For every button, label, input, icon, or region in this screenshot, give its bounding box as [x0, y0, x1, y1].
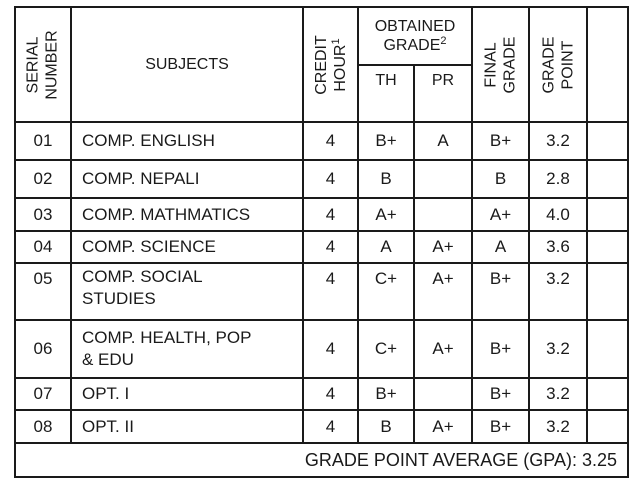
row-subject: COMP. SOCIAL STUDIES [82, 267, 203, 308]
row-th: B [380, 169, 392, 188]
row-final: B+ [489, 131, 512, 150]
row-grade-point: 3.2 [546, 384, 570, 403]
col-divider [528, 6, 530, 444]
row-th: B [380, 416, 392, 436]
obtained-subheader-divider [358, 64, 473, 66]
col-divider [302, 6, 304, 444]
table-border-top [14, 6, 629, 8]
row-credit: 4 [325, 269, 336, 288]
gpa-summary: GRADE POINT AVERAGE (GPA): 3.25 [304, 449, 617, 470]
table-border-right [627, 6, 629, 478]
row-divider [14, 409, 629, 411]
row-pr: A+ [432, 339, 454, 358]
row-credit: 4 [325, 131, 336, 150]
header-divider [14, 121, 629, 123]
row-credit: 4 [325, 384, 336, 403]
row-divider [14, 262, 629, 264]
row-final: B+ [489, 339, 512, 358]
col-divider [471, 6, 473, 444]
header-final-grade: FINAL GRADE [482, 36, 519, 93]
row-serial: 05 [33, 269, 53, 288]
row-th: A [380, 237, 392, 256]
row-divider [14, 319, 629, 321]
row-credit: 4 [325, 416, 336, 436]
table-border-left [14, 6, 16, 478]
row-th: A+ [375, 204, 397, 224]
row-divider [14, 230, 629, 232]
row-subject: COMP. ENGLISH [82, 131, 215, 150]
row-credit: 4 [325, 237, 336, 256]
row-serial: 02 [33, 169, 53, 188]
row-credit: 4 [325, 204, 336, 224]
row-serial: 06 [33, 339, 53, 358]
row-pr [415, 379, 471, 409]
row-serial: 07 [33, 384, 53, 403]
row-pr: A+ [432, 237, 454, 256]
header-obtained-grade: OBTAINED GRADE2 [374, 18, 456, 54]
row-divider [14, 377, 629, 379]
row-th: C+ [374, 339, 398, 358]
col-divider [357, 6, 359, 444]
row-serial: 04 [33, 237, 53, 256]
row-divider [14, 442, 629, 444]
col-divider [586, 6, 588, 444]
row-pr: A [437, 131, 449, 150]
row-pr [415, 161, 471, 197]
row-final: A+ [489, 204, 512, 224]
header-theory: TH [375, 72, 397, 89]
header-practical: PR [431, 72, 455, 89]
row-serial: 08 [33, 416, 53, 436]
header-grade-point: GRADE POINT [540, 36, 576, 93]
row-pr: A+ [432, 416, 454, 436]
row-grade-point: 3.2 [546, 416, 570, 436]
row-grade-point: 3.2 [546, 339, 570, 358]
col-divider [413, 64, 415, 444]
row-divider [14, 159, 629, 161]
row-subject: OPT. II [82, 416, 134, 436]
row-grade-point: 3.6 [546, 237, 570, 256]
header-credit-hour: CREDIT HOUR1 [312, 34, 349, 95]
row-subject: OPT. I [82, 384, 130, 403]
row-subject: COMP. MATHMATICS [82, 204, 251, 224]
row-pr [415, 199, 471, 230]
row-th: B+ [375, 384, 397, 403]
header-subjects: SUBJECTS [145, 55, 229, 73]
header-serial-number: SERIAL NUMBER [25, 29, 61, 100]
row-grade-point: 2.8 [546, 169, 570, 188]
row-final: B+ [489, 384, 512, 403]
row-final: B+ [489, 416, 512, 436]
row-credit: 4 [325, 339, 336, 358]
row-credit: 4 [325, 169, 336, 188]
row-final: A [494, 237, 507, 256]
row-final: B+ [489, 269, 512, 288]
row-subject: COMP. NEPALI [82, 169, 200, 188]
row-pr: A+ [432, 269, 454, 288]
table-border-bottom [14, 476, 629, 478]
row-th: C+ [374, 269, 398, 288]
row-subject: COMP. HEALTH, POP & EDU [82, 328, 252, 369]
row-final: B [494, 169, 507, 188]
row-th: B+ [375, 131, 397, 150]
row-serial: 03 [33, 204, 53, 224]
row-grade-point: 4.0 [546, 204, 570, 224]
row-serial: 01 [33, 131, 53, 150]
col-divider [70, 6, 72, 444]
row-grade-point: 3.2 [546, 269, 570, 288]
row-divider [14, 197, 629, 199]
row-subject: COMP. SCIENCE [82, 237, 216, 256]
row-grade-point: 3.2 [546, 131, 570, 150]
